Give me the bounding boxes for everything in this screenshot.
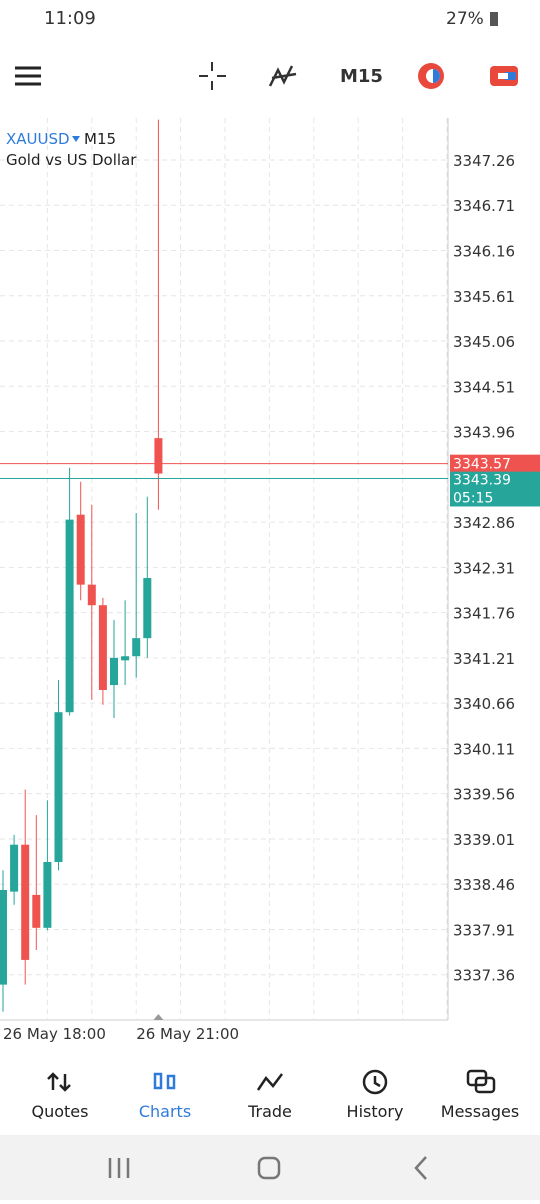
menu-button[interactable]: [15, 66, 41, 86]
candle-body: [121, 656, 130, 661]
y-tick-label: 3339.56: [453, 786, 515, 804]
status-time: 11:09: [44, 8, 96, 29]
y-tick-label: 3337.91: [453, 921, 515, 939]
candle-body: [54, 712, 63, 862]
current-candle-marker: [153, 1014, 164, 1020]
one-click-button[interactable]: [418, 63, 444, 89]
y-tick-label: 3342.31: [453, 559, 515, 577]
candle-body: [0, 889, 7, 985]
symbol-description: Gold vs US Dollar: [6, 151, 137, 169]
nav-label[interactable]: History: [347, 1102, 404, 1121]
y-tick-label: 3344.51: [453, 378, 515, 396]
candle-body: [32, 894, 41, 928]
nav-label[interactable]: Messages: [441, 1102, 519, 1121]
nav-icon: [362, 1069, 388, 1095]
crosshair-button[interactable]: [199, 62, 226, 90]
y-tick-label: 3340.66: [453, 695, 515, 713]
y-tick-label: 3345.61: [453, 288, 515, 306]
y-tick-label: 3339.01: [453, 831, 515, 849]
ask-label: 3343.39: [453, 472, 511, 488]
chart-timeframe: M15: [84, 130, 116, 148]
candle-body: [87, 584, 96, 606]
trade-button[interactable]: [490, 66, 518, 86]
ask-label-box: [450, 470, 540, 507]
y-tick-label: 3337.36: [453, 967, 515, 985]
y-tick-label: 3340.11: [453, 740, 515, 758]
indicators-button[interactable]: [268, 65, 297, 87]
bottom-nav: [0, 1060, 540, 1135]
symbol[interactable]: XAUUSD: [6, 130, 70, 148]
y-tick-label: 3341.76: [453, 605, 515, 623]
candle-body: [132, 638, 141, 657]
candle-body: [98, 605, 107, 690]
candle-body: [43, 861, 52, 928]
bid-label-box: [450, 454, 540, 472]
nav-icon: [47, 1072, 71, 1092]
y-tick-label: 3342.86: [453, 514, 515, 532]
x-tick-label: 26 May 18:00: [3, 1025, 106, 1043]
battery-icon: [490, 12, 498, 26]
nav-icon: [256, 1073, 283, 1091]
y-tick-label: 3346.71: [453, 197, 515, 215]
candle-body: [76, 514, 85, 585]
battery-level: 27%: [446, 9, 484, 29]
bid-label: 3343.57: [453, 457, 511, 473]
y-tick-label: 3345.06: [453, 333, 515, 351]
system-buttons: [108, 1156, 427, 1180]
symbol-dropdown: [72, 136, 80, 142]
nav-label[interactable]: Charts: [139, 1102, 191, 1121]
candle-body: [21, 844, 30, 960]
candle-body: [143, 578, 152, 639]
candle-body: [110, 657, 118, 686]
system-nav: [0, 1135, 540, 1200]
nav-label[interactable]: Quotes: [32, 1102, 89, 1121]
x-tick-label: 26 May 21:00: [136, 1025, 239, 1043]
nav-icon: [466, 1069, 496, 1094]
timeframe-button[interactable]: M15: [340, 66, 383, 87]
nav-label[interactable]: Trade: [247, 1102, 292, 1121]
candle-body: [10, 844, 19, 892]
y-tick-label: 3343.96: [453, 424, 515, 442]
chart[interactable]: 3347.26 3346.71 3346.16 3345.61 3345.06 3344.…: [0, 118, 540, 1043]
candle-timer: 05:15: [453, 490, 493, 506]
y-tick-label: 3346.16: [453, 243, 515, 261]
y-tick-label: 3341.21: [453, 650, 515, 668]
y-tick-label: 3347.26: [453, 152, 515, 170]
nav-icon: [153, 1072, 176, 1090]
candle-body: [154, 438, 163, 474]
candle-body: [65, 519, 74, 713]
y-tick-label: 3338.46: [453, 876, 515, 894]
